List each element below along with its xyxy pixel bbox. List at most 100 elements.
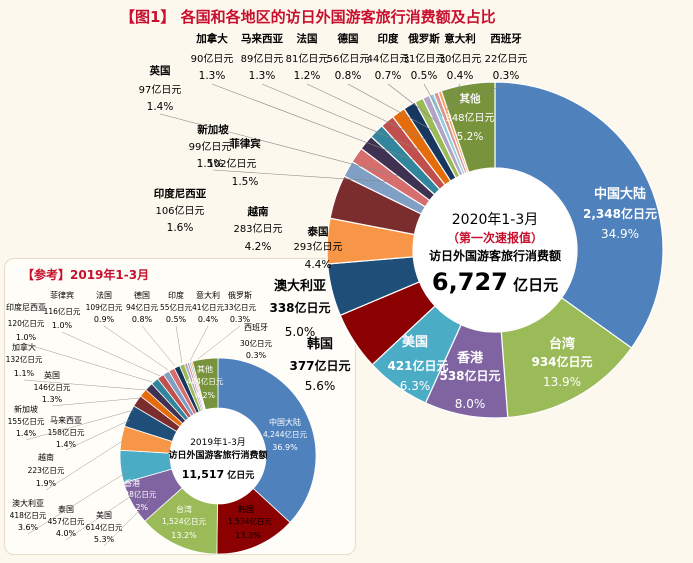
ref-label-pct-20: 4.2% xyxy=(195,391,216,400)
main-label-name-3: 美国 xyxy=(402,334,428,350)
main-label-pct-9: 1.5% xyxy=(232,176,259,188)
ref-center-label: 访日外国游客旅行消费额 xyxy=(168,449,267,461)
ref-leader-line-6 xyxy=(25,343,153,383)
main-label-value-4: 377亿日元 xyxy=(289,358,350,373)
main-label-value-19: 22亿日元 xyxy=(485,52,528,65)
ref-label-pct-0: 36.9% xyxy=(272,443,298,452)
main-label-value-8: 106亿日元 xyxy=(155,204,204,217)
ref-label-value-0: 4,244亿日元 xyxy=(263,429,307,439)
main-label-value-3: 421亿日元 xyxy=(387,358,448,373)
main-leader-line-7 xyxy=(451,83,507,107)
ref-label-pct-13: 1.0% xyxy=(52,321,73,330)
main-label-pct-18: 0.4% xyxy=(447,70,474,82)
ref-center-hole xyxy=(171,409,265,503)
main-label-pct-13: 1.3% xyxy=(249,70,276,82)
main-label-name-1: 台湾 xyxy=(549,336,575,352)
ref-label-pct-3: 7.2% xyxy=(128,503,149,512)
main-label-name-11: 英国 xyxy=(149,64,171,77)
ref-label-name-2: 台湾 xyxy=(176,504,192,514)
main-label-pct-0: 34.9% xyxy=(601,227,639,241)
main-label-name-9: 菲律宾 xyxy=(229,137,261,150)
ref-label-name-18: 俄罗斯 xyxy=(228,290,252,300)
main-leader-line-6 xyxy=(446,83,461,111)
main-label-name-0: 中国大陆 xyxy=(594,186,646,202)
main-center-period: 2020年1-3月 xyxy=(452,212,539,228)
ref-label-name-3: 香港 xyxy=(124,478,140,488)
ref-label-value-16: 55亿日元 xyxy=(160,302,193,312)
reference-title: 【参考】2019年1-3月 xyxy=(22,268,150,282)
ref-center-total-unit: 亿日元 xyxy=(224,469,254,481)
ref-label-pct-16: 0.5% xyxy=(166,315,187,324)
ref-label-value-15: 94亿日元 xyxy=(126,302,159,312)
main-label-value-6: 293亿日元 xyxy=(293,240,342,253)
ref-label-name-1: 韩国 xyxy=(238,504,254,514)
ref-label-name-5: 泰国 xyxy=(58,504,74,514)
main-label-value-15: 56亿日元 xyxy=(327,52,370,65)
main-label-pct-8: 1.6% xyxy=(167,222,194,234)
ref-label-name-6: 澳大利亚 xyxy=(12,498,44,508)
main-center-note: （第一次速报值） xyxy=(447,230,543,245)
main-leader-line-9 xyxy=(212,169,393,183)
ref-label-pct-2: 13.2% xyxy=(171,531,197,540)
ref-leader-line-5 xyxy=(61,331,161,377)
ref-label-value-2: 1,524亿日元 xyxy=(162,516,206,526)
main-label-name-18: 意大利 xyxy=(444,32,476,45)
main-label-value-17: 31亿日元 xyxy=(403,52,446,65)
main-label-value-13: 89亿日元 xyxy=(241,52,284,65)
main-label-value-14: 81亿日元 xyxy=(286,52,329,65)
ref-center-total: 11,517 亿日元 xyxy=(182,468,255,481)
ref-label-pct-4: 5.3% xyxy=(94,535,115,544)
ref-center-total-value: 11,517 xyxy=(182,468,224,481)
ref-label-value-3: 828亿日元 xyxy=(120,489,157,499)
main-label-pct-5: 5.0% xyxy=(285,325,316,339)
main-label-name-15: 德国 xyxy=(337,32,359,45)
ref-center-period: 2019年1-3月 xyxy=(190,436,246,448)
main-label-pct-14: 1.2% xyxy=(294,70,321,82)
ref-label-name-8: 马来西亚 xyxy=(50,416,82,425)
ref-leader-line-14 xyxy=(103,499,151,547)
ref-leader-line-9 xyxy=(25,409,135,441)
ref-label-value-12: 120亿日元 xyxy=(8,318,45,328)
ref-label-value-7: 223亿日元 xyxy=(28,465,65,475)
main-label-value-2: 538亿日元 xyxy=(439,368,500,383)
ref-label-pct-7: 1.9% xyxy=(36,479,57,488)
ref-label-pct-8: 1.4% xyxy=(56,440,77,449)
main-leader-line-0 xyxy=(211,83,414,161)
main-label-pct-12: 1.3% xyxy=(199,70,226,82)
ref-label-value-20: 484亿日元 xyxy=(187,376,224,386)
main-label-name-7: 越南 xyxy=(247,205,269,218)
ref-label-pct-1: 13.3% xyxy=(235,531,261,540)
main-label-value-1: 934亿日元 xyxy=(531,354,592,369)
ref-label-name-13: 菲律宾 xyxy=(50,290,74,300)
ref-label-name-0: 中国大陆 xyxy=(269,417,301,427)
main-label-pct-17: 0.5% xyxy=(411,70,438,82)
ref-leader-line-3 xyxy=(189,325,209,362)
ref-label-value-6: 418亿日元 xyxy=(10,510,47,520)
main-label-value-10: 99亿日元 xyxy=(189,140,232,153)
ref-leader-line-13 xyxy=(65,489,141,541)
ref-label-name-17: 意大利 xyxy=(196,290,220,300)
ref-leader-line-0 xyxy=(103,325,169,371)
main-label-value-16: 44亿日元 xyxy=(367,52,410,65)
main-label-name-13: 马来西亚 xyxy=(241,32,283,45)
ref-leader-line-1 xyxy=(141,325,176,367)
ref-label-value-19: 30亿日元 xyxy=(240,338,273,348)
main-label-name-16: 印度 xyxy=(378,32,399,45)
main-label-value-9: 102亿日元 xyxy=(207,157,256,170)
main-label-pct-3: 6.3% xyxy=(400,379,431,393)
main-label-value-11: 97亿日元 xyxy=(139,83,182,96)
figure-title: 【图1】 各国和各地区的访日外国游客旅行消费额及占比 xyxy=(120,8,496,26)
ref-label-pct-19: 0.3% xyxy=(246,351,267,360)
ref-label-value-8: 158亿日元 xyxy=(48,427,85,437)
main-label-name-10: 新加坡 xyxy=(197,123,229,136)
ref-label-value-1: 1,534亿日元 xyxy=(228,516,272,526)
main-label-value-20: 348亿日元 xyxy=(445,111,494,124)
main-label-name-12: 加拿大 xyxy=(195,32,228,45)
main-label-value-7: 283亿日元 xyxy=(233,222,282,235)
ref-label-pct-10: 1.3% xyxy=(42,395,63,404)
ref-slice-20 xyxy=(191,357,219,411)
main-label-pct-20: 5.2% xyxy=(457,131,484,143)
ref-label-name-12: 印度尼西亚 xyxy=(6,302,46,312)
main-label-pct-7: 4.2% xyxy=(245,241,272,253)
